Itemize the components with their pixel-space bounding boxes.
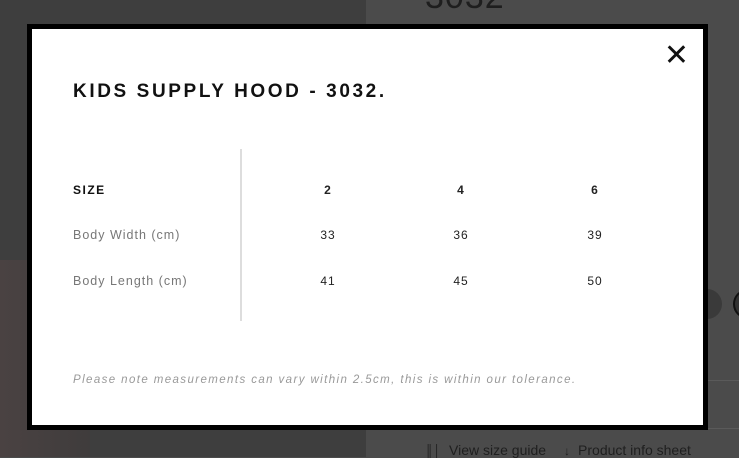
- table-cell: 33: [320, 228, 336, 242]
- size-col: 2: [324, 183, 332, 197]
- ruler-icon: ║│: [425, 444, 442, 458]
- table-cell: 39: [587, 228, 603, 242]
- color-swatch-selected[interactable]: [733, 289, 739, 319]
- table-cell: 36: [453, 228, 469, 242]
- row-label: Body Width (cm): [73, 228, 181, 242]
- modal-title: KIDS SUPPLY HOOD - 3032.: [73, 81, 387, 102]
- size-header: SIZE: [73, 183, 106, 197]
- tolerance-note: Please note measurements can vary within…: [73, 374, 577, 386]
- row-label: Body Length (cm): [73, 274, 188, 288]
- view-size-guide-link[interactable]: ║│ View size guide: [425, 442, 547, 458]
- size-col: 6: [591, 183, 599, 197]
- close-icon[interactable]: ✕: [663, 39, 689, 72]
- size-guide-modal: ✕ KIDS SUPPLY HOOD - 3032. SIZE 2 4 6 Bo…: [27, 24, 708, 430]
- product-info-sheet-link[interactable]: ↓ Product info sheet: [564, 442, 691, 458]
- table-divider: [240, 149, 242, 321]
- table-cell: 45: [453, 274, 469, 288]
- table-cell: 41: [320, 274, 336, 288]
- size-col: 4: [457, 183, 465, 197]
- product-title: 3032: [425, 0, 505, 17]
- arrow-down-icon: ↓: [564, 444, 571, 458]
- table-cell: 50: [587, 274, 603, 288]
